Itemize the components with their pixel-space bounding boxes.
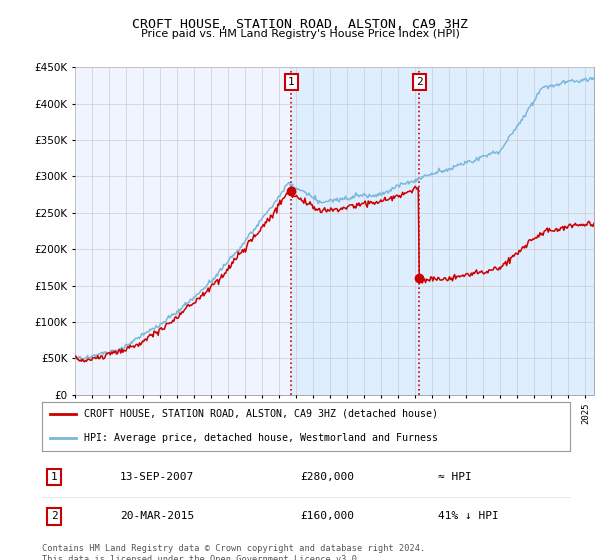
Bar [419, 67, 594, 395]
Text: 13-SEP-2007: 13-SEP-2007 [120, 472, 194, 482]
Text: CROFT HOUSE, STATION ROAD, ALSTON, CA9 3HZ (detached house): CROFT HOUSE, STATION ROAD, ALSTON, CA9 3… [84, 409, 438, 419]
Text: 20-MAR-2015: 20-MAR-2015 [120, 511, 194, 521]
Text: CROFT HOUSE, STATION ROAD, ALSTON, CA9 3HZ: CROFT HOUSE, STATION ROAD, ALSTON, CA9 3… [132, 18, 468, 31]
Text: 1: 1 [288, 77, 295, 87]
Text: £160,000: £160,000 [300, 511, 354, 521]
Text: 2: 2 [50, 511, 58, 521]
Text: 2: 2 [416, 77, 422, 87]
Text: ≈ HPI: ≈ HPI [438, 472, 472, 482]
Text: £280,000: £280,000 [300, 472, 354, 482]
Text: HPI: Average price, detached house, Westmorland and Furness: HPI: Average price, detached house, West… [84, 433, 438, 444]
Text: Contains HM Land Registry data © Crown copyright and database right 2024.
This d: Contains HM Land Registry data © Crown c… [42, 544, 425, 560]
Bar [291, 67, 419, 395]
Text: 41% ↓ HPI: 41% ↓ HPI [438, 511, 499, 521]
Text: Price paid vs. HM Land Registry's House Price Index (HPI): Price paid vs. HM Land Registry's House … [140, 29, 460, 39]
Text: 1: 1 [50, 472, 58, 482]
